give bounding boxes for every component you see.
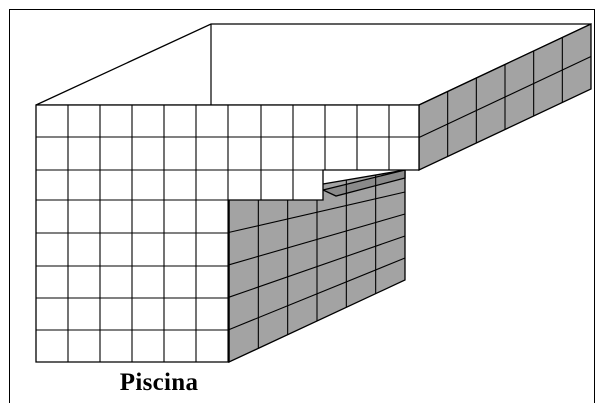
figure-caption: Piscina <box>119 369 199 396</box>
figure-frame <box>9 9 595 403</box>
deck-tile-line <box>418 56 592 138</box>
wall-tile-line <box>228 213 406 266</box>
wall-tile-line <box>228 191 406 233</box>
wall-tile-line <box>228 257 406 331</box>
pool-wall-shadow <box>321 169 406 197</box>
wall-tile-line <box>228 235 406 298</box>
